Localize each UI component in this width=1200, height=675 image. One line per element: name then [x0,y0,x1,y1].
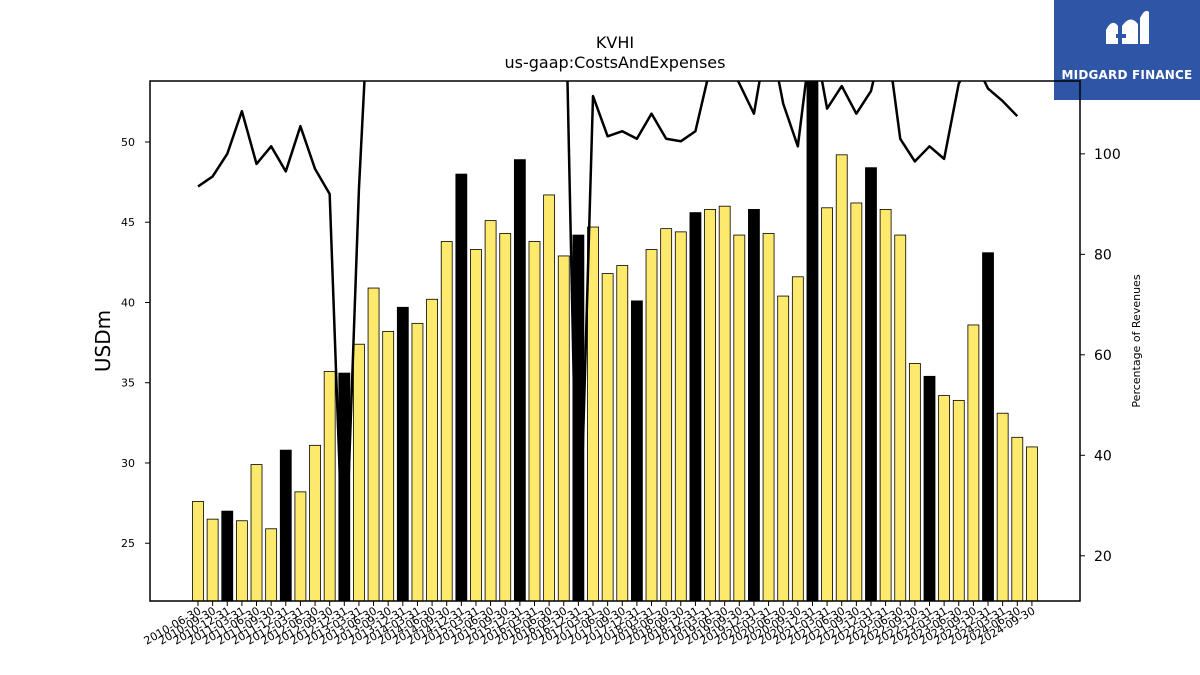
line-series [197,81,1019,601]
bar [367,287,380,601]
bar [601,273,614,601]
bar [733,234,746,601]
chart-title: KVHI [596,33,634,52]
bar [762,233,775,601]
y-tick-label: 50 [121,136,135,149]
y2-tick-label: 20 [1094,549,1112,565]
bar [967,324,980,601]
bar [455,173,468,601]
brand-logo: MIDGARD FINANCE [1054,0,1200,100]
bar [192,501,204,601]
bar [996,412,1009,601]
bar-series [192,81,1038,601]
bar [674,231,687,601]
bar [309,444,321,601]
bar [528,241,541,601]
bar [850,202,863,601]
bar [221,510,234,601]
bar [982,252,994,601]
y-tick-label: 25 [121,537,135,550]
bar [396,306,409,601]
bar [279,449,292,601]
y-tick-label: 30 [121,457,135,470]
bar [1011,436,1024,601]
bar [440,241,453,601]
bar [616,265,629,601]
bar [250,464,263,601]
y2-tick-label: 100 [1094,147,1121,163]
bar [660,228,673,601]
midgard-logo-icon [1106,10,1149,44]
bar [938,395,951,601]
bar [952,399,965,601]
bar [777,295,790,601]
bar [206,518,219,601]
bar [513,159,526,601]
bar [631,300,643,601]
bar [718,205,731,601]
bar [235,520,248,601]
bar [835,154,848,601]
bar [645,249,658,601]
axes: 253035404550204060801002010-06-302010-09… [121,80,1121,648]
bar [587,226,599,601]
bar [894,234,907,601]
bar [411,322,424,601]
y-tick-label: 40 [121,296,135,309]
bar [557,255,570,601]
y2-axis-label: Percentage of Revenues [1130,274,1143,407]
bar [923,375,936,601]
y-tick-label: 35 [121,377,135,390]
y2-tick-label: 80 [1094,247,1112,263]
bar [689,212,702,601]
bar [470,249,482,601]
chart-subtitle: us-gaap:CostsAndExpenses [505,53,726,72]
bar [353,343,365,601]
bar [499,233,512,601]
bar [821,207,833,601]
y2-tick-label: 60 [1094,348,1112,364]
bar [294,491,307,601]
bar [791,276,804,601]
revenue-pct-line [197,81,1019,601]
bar [323,371,336,601]
bar [382,330,395,601]
bar [265,528,278,601]
bar [484,220,497,601]
bar [748,208,760,601]
brand-name: MIDGARD FINANCE [1061,68,1193,82]
bar [338,372,351,601]
plot-frame [149,80,1081,602]
bar [865,167,877,601]
bar [806,81,819,601]
y2-tick-label: 40 [1094,448,1112,464]
bar [908,363,921,601]
y-axis-label: USDm [91,310,115,372]
bar [543,194,556,601]
bar [879,208,892,601]
bar [1026,446,1038,601]
bar [426,298,438,601]
y-tick-label: 45 [121,216,135,229]
bar [704,208,716,601]
